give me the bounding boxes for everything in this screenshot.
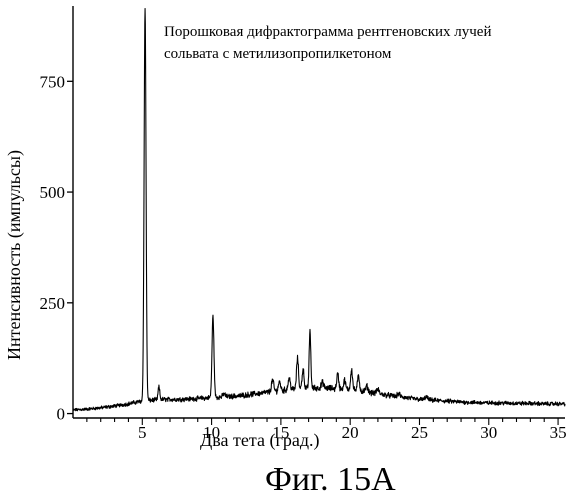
x-tick-label: 30 <box>480 423 497 442</box>
x-tick-label: 25 <box>411 423 428 442</box>
x-tick-label: 20 <box>342 423 359 442</box>
y-axis-title: Интенсивность (импульсы) <box>4 150 25 360</box>
x-tick-label: 10 <box>203 423 220 442</box>
chart-annotation-line-1: Порошковая дифрактограмма рентгеновских … <box>164 24 492 40</box>
plot-area: 0 250 500 750 5 10 15 20 25 30 35 <box>40 6 567 442</box>
y-tick-label: 250 <box>40 294 66 313</box>
y-ticks: 0 250 500 750 <box>40 72 73 424</box>
figure-caption: Фиг. 15А <box>265 461 396 498</box>
diffractogram-series-line <box>72 7 566 412</box>
y-tick-label: 0 <box>57 405 66 424</box>
x-tick-label: 35 <box>550 423 567 442</box>
x-ticks: 5 10 15 20 25 30 35 <box>86 418 567 442</box>
y-tick-label: 750 <box>40 72 66 91</box>
x-axis-title: Два тета (град.) <box>200 430 319 451</box>
y-tick-label: 500 <box>40 183 66 202</box>
x-tick-label: 15 <box>272 423 289 442</box>
chart-annotation-line-2: сольвата с метилизопропилкетоном <box>164 46 392 62</box>
x-tick-label: 5 <box>138 423 147 442</box>
